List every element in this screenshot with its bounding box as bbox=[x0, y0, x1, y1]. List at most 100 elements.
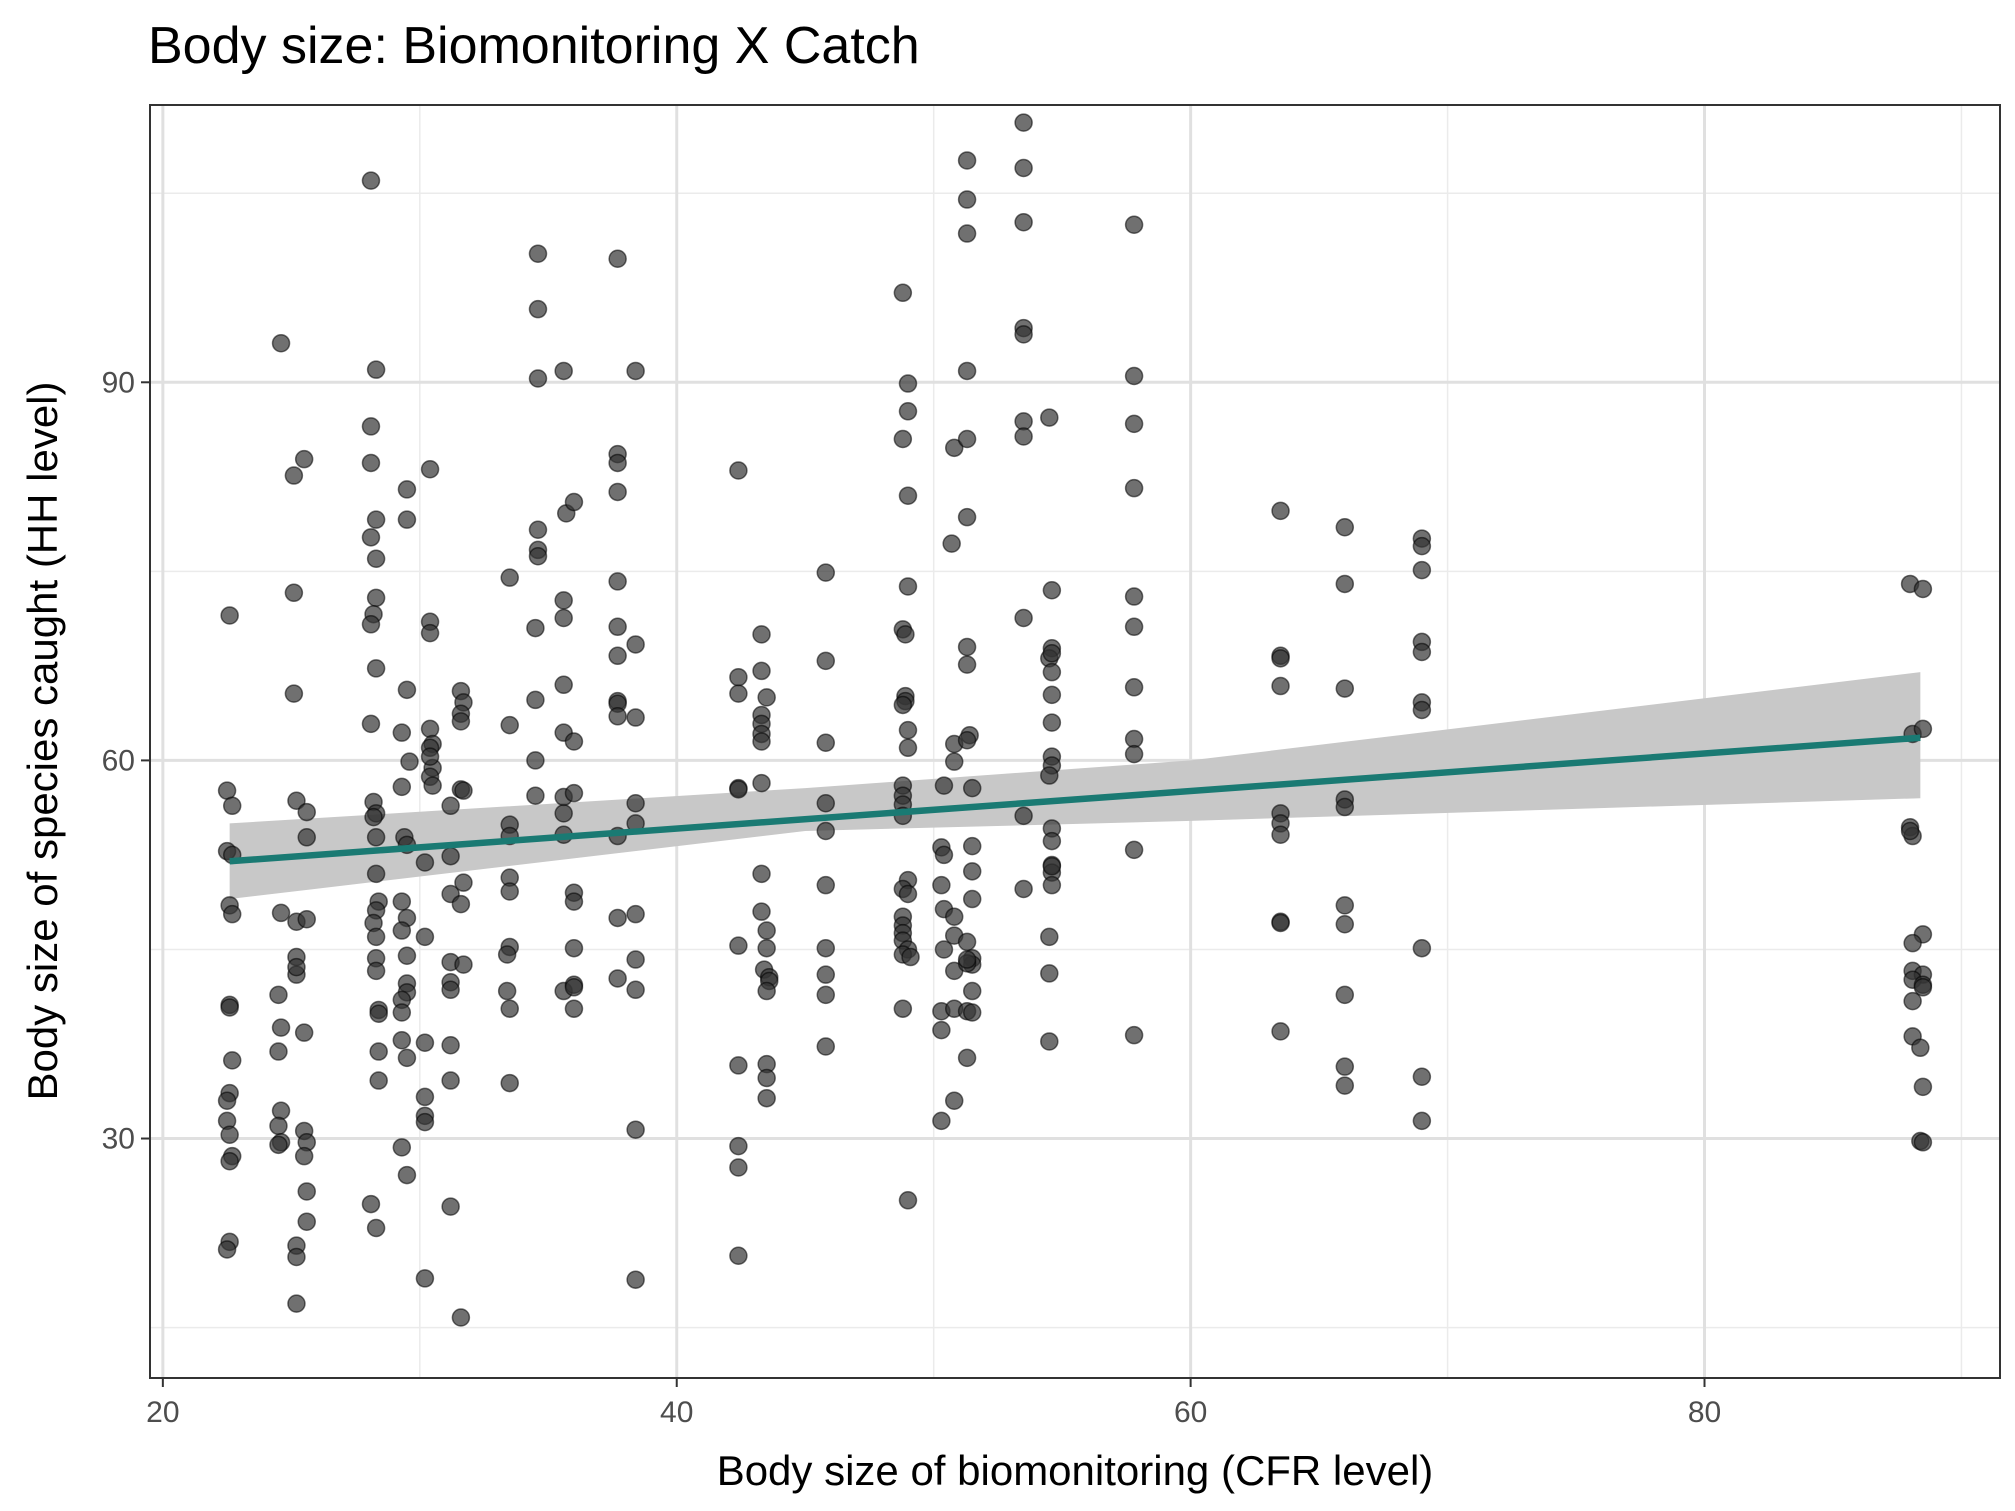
data-point bbox=[626, 1270, 645, 1289]
data-point bbox=[957, 429, 977, 449]
data-point bbox=[757, 688, 776, 707]
data-point bbox=[752, 773, 771, 793]
data-point bbox=[757, 938, 776, 958]
data-point bbox=[1042, 831, 1062, 851]
data-point bbox=[420, 747, 440, 766]
data-point bbox=[361, 615, 381, 634]
data-point bbox=[1042, 713, 1062, 732]
data-point bbox=[500, 568, 519, 587]
data-point bbox=[1335, 797, 1355, 817]
data-point bbox=[1335, 679, 1355, 698]
data-point bbox=[1271, 825, 1290, 845]
data-point bbox=[454, 873, 473, 892]
data-point bbox=[1124, 744, 1144, 764]
data-point bbox=[1014, 879, 1033, 899]
data-point bbox=[287, 1247, 306, 1267]
data-point bbox=[729, 461, 748, 480]
x-tick-label: 80 bbox=[1688, 1396, 1721, 1429]
data-point bbox=[287, 957, 306, 977]
data-point bbox=[284, 583, 304, 603]
data-point bbox=[222, 796, 242, 816]
data-point bbox=[944, 1091, 964, 1110]
data-point bbox=[526, 786, 545, 805]
data-point bbox=[528, 244, 548, 263]
data-point bbox=[757, 1068, 776, 1088]
chart-title: Body size: Biomonitoring X Catch bbox=[148, 17, 920, 75]
x-tick-label: 20 bbox=[146, 1396, 179, 1429]
data-point bbox=[898, 486, 918, 505]
data-point bbox=[932, 875, 951, 895]
data-point bbox=[957, 637, 977, 657]
data-point bbox=[752, 661, 771, 681]
fit-line-group bbox=[229, 734, 1921, 865]
data-point bbox=[752, 902, 771, 921]
data-point bbox=[500, 999, 519, 1018]
data-point bbox=[454, 781, 473, 800]
data-point bbox=[626, 904, 645, 924]
data-point bbox=[497, 981, 517, 1001]
data-point bbox=[729, 667, 748, 687]
data-point bbox=[1042, 662, 1062, 682]
data-point bbox=[1412, 1111, 1432, 1131]
data-point bbox=[220, 1151, 239, 1171]
data-point bbox=[451, 894, 471, 914]
data-point bbox=[366, 360, 386, 379]
data-point bbox=[1412, 1067, 1432, 1087]
data-point bbox=[932, 1111, 951, 1131]
data-point bbox=[893, 283, 913, 303]
data-point bbox=[1900, 821, 1920, 841]
data-point bbox=[451, 712, 471, 731]
data-point bbox=[626, 794, 645, 813]
data-point bbox=[1040, 964, 1059, 983]
data-point bbox=[816, 875, 836, 895]
data-point bbox=[269, 1135, 288, 1155]
data-point bbox=[1042, 685, 1062, 705]
data-point bbox=[361, 171, 381, 190]
y-axis-title: Body size of species caught (HH level) bbox=[19, 382, 66, 1101]
data-point bbox=[957, 507, 977, 527]
data-point bbox=[1412, 560, 1432, 580]
data-point bbox=[816, 985, 836, 1005]
data-point bbox=[893, 695, 913, 715]
data-point bbox=[420, 460, 440, 479]
data-point bbox=[1271, 501, 1290, 521]
data-point bbox=[397, 946, 417, 966]
data-point bbox=[957, 1048, 977, 1068]
data-point bbox=[1040, 1032, 1059, 1051]
x-tick-label: 40 bbox=[660, 1396, 693, 1429]
data-point bbox=[932, 1020, 951, 1040]
data-point bbox=[564, 892, 584, 911]
data-point bbox=[816, 965, 836, 984]
data-point bbox=[554, 591, 573, 610]
x-tick-label: 60 bbox=[1174, 1396, 1207, 1429]
data-point bbox=[366, 927, 386, 947]
data-point bbox=[220, 606, 239, 625]
data-point bbox=[366, 588, 386, 608]
data-point bbox=[729, 780, 748, 799]
data-point bbox=[297, 1212, 316, 1231]
data-point bbox=[608, 908, 627, 928]
data-point bbox=[294, 449, 314, 469]
data-point bbox=[1124, 587, 1144, 606]
data-point bbox=[220, 998, 239, 1017]
data-point bbox=[397, 480, 417, 499]
data-point bbox=[942, 534, 961, 553]
data-point bbox=[1412, 536, 1432, 556]
data-point bbox=[269, 1042, 288, 1061]
data-point bbox=[564, 938, 584, 958]
data-point bbox=[957, 224, 977, 243]
data-point bbox=[957, 190, 977, 209]
y-tick-label: 30 bbox=[102, 1123, 135, 1156]
data-point bbox=[366, 549, 386, 568]
data-point bbox=[1124, 414, 1144, 434]
data-point bbox=[369, 1071, 388, 1090]
data-point bbox=[898, 884, 918, 904]
data-point bbox=[500, 882, 519, 901]
data-point bbox=[1124, 366, 1144, 386]
data-point bbox=[752, 864, 771, 884]
data-point bbox=[271, 903, 291, 923]
data-point bbox=[1335, 896, 1355, 915]
data-point bbox=[415, 1033, 435, 1052]
data-point bbox=[441, 1036, 460, 1055]
data-point bbox=[757, 1088, 776, 1108]
